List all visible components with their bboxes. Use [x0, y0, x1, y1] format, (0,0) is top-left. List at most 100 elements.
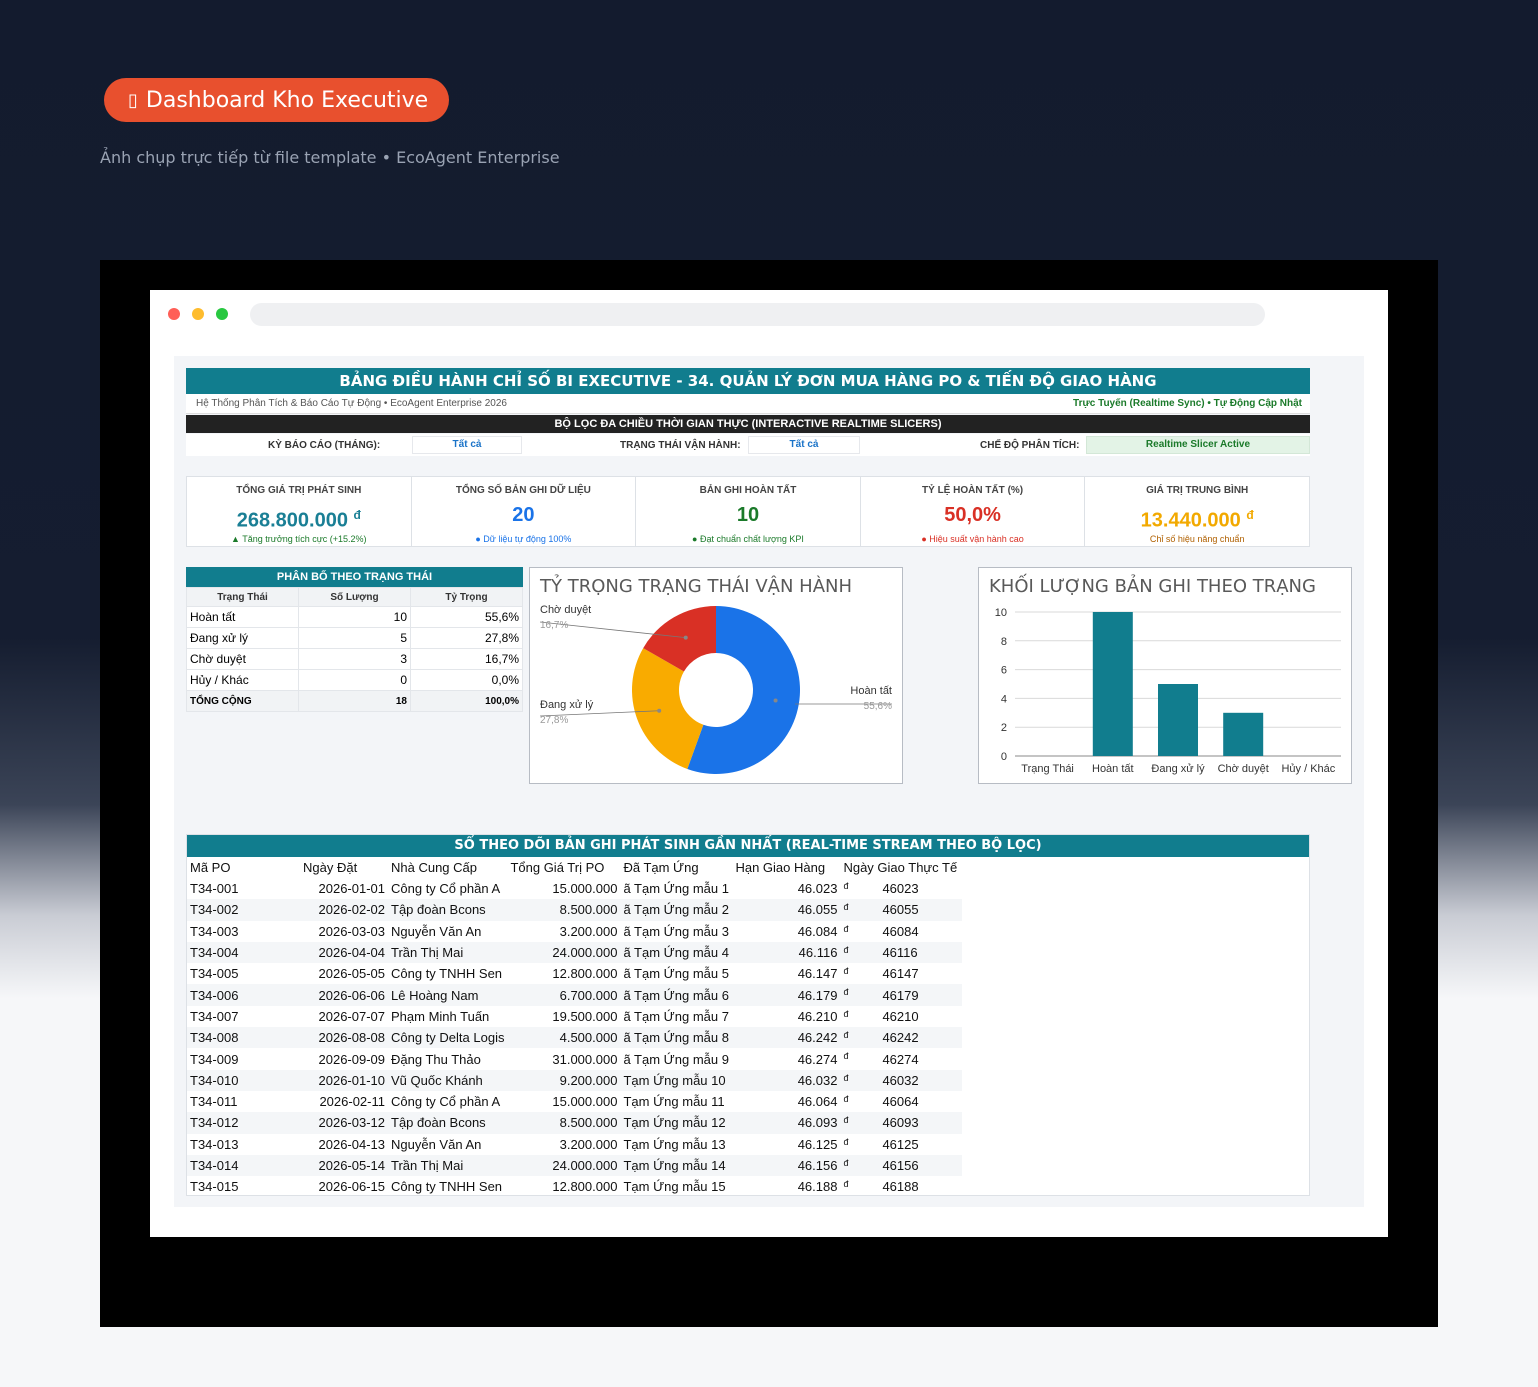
order-date-cell: 2026-04-13 [318, 1136, 386, 1152]
po-code-cell: T34-009 [190, 1051, 239, 1067]
po-value-cell: 15.000.000 [552, 881, 618, 897]
advance-cell: ã Tạm Ứng mẫu 3 [623, 923, 729, 939]
table-row[interactable]: T34-013 2026-04-13 Nguyễn Văn An 3.200.000 T… [187, 1134, 962, 1155]
kpi-card: GIÁ TRỊ TRUNG BÌNH 13.440.000 đ Chỉ số hiệ… [1085, 477, 1309, 546]
po-value-cell: 4.500.000 [507, 1027, 621, 1049]
kpi-value: 50,0% [861, 502, 1085, 528]
period-filter-select[interactable]: Tất cả [412, 436, 522, 454]
order-date-cell: 2026-05-14 [300, 1154, 388, 1177]
status-cell: Hủy / Khác [186, 669, 299, 691]
po-value-cell: 24.000.000 [507, 1154, 621, 1177]
mode-filter-select[interactable]: Realtime Slicer Active [1086, 436, 1310, 454]
table-row[interactable]: T34-002 2026-02-02 Tập đoàn Bcons 8.500.000… [187, 899, 963, 921]
due-date-cell: 46.210 [797, 1008, 838, 1024]
x-tick-label: Hủy / Khác [1281, 763, 1335, 775]
kpi-value-number: 20 [512, 504, 535, 526]
po-code-cell: T34-008 [187, 1027, 300, 1049]
po-code-cell: T34-002 [187, 899, 300, 921]
period-filter-label: KỲ BÁO CÁO (THÁNG): [268, 440, 381, 451]
currency-symbol-cell: đ [840, 1112, 853, 1134]
status-total-cell: TỔNG CỘNG [186, 690, 299, 712]
supplier-cell: Trần Thị Mai [388, 1154, 508, 1177]
supplier-cell: Công ty TNHH Sen [391, 966, 503, 982]
status-col-header: Trạng Thái [186, 587, 299, 607]
donut-slice-processing[interactable] [632, 648, 704, 769]
actual-delivery-cell: 46023 [882, 881, 919, 897]
donut-chart-panel: TỶ TRỌNG TRẠNG THÁI VẬN HÀNH Chờ duyệt 16… [529, 567, 903, 784]
maximize-dot-icon[interactable] [216, 308, 228, 320]
status-cell: 0 [298, 669, 411, 691]
bar-ch-duy-t[interactable] [1223, 712, 1264, 756]
table-row[interactable]: T34-011 2026-02-11 Công ty Cổ phần A 15.000… [187, 1091, 962, 1112]
currency-symbol-cell: đ [843, 1008, 849, 1019]
due-date-cell: 46.023 [797, 881, 838, 897]
table-row[interactable]: T34-012 2026-03-12 Tập đoàn Bcons 8.500.000… [187, 1112, 963, 1134]
kpi-note: ▲ Tăng trưởng tích cực (+15.2%) [231, 534, 367, 544]
kpi-value: 13.440.000 đ [1085, 502, 1309, 532]
advance-cell: ã Tạm Ứng mẫu 6 [620, 984, 733, 1006]
log-col-header: Nhà Cung Cấp [391, 860, 477, 875]
bar--ang-x-l-[interactable] [1158, 684, 1198, 756]
po-value-cell: 3.200.000 [559, 923, 618, 939]
x-tick-label: Đang xử lý [1151, 763, 1205, 775]
status-row: Đang xử lý 5 27,8% [186, 627, 523, 649]
po-value-cell: 9.200.000 [507, 1069, 621, 1091]
due-date-cell: 46.064 [797, 1094, 838, 1110]
status-row: Hoàn tất 10 55,6% [186, 606, 523, 628]
x-tick-label: Hoàn tất [1092, 763, 1134, 775]
page-subtitle: Ảnh chụp trực tiếp từ file template • Ec… [100, 148, 560, 167]
currency-symbol-cell: đ [840, 984, 853, 1006]
bar-ho-n-t-t[interactable] [1092, 612, 1133, 756]
y-tick-label: 8 [1001, 636, 1007, 648]
status-filter-select[interactable]: Tất cả [748, 436, 860, 454]
leader-line-pending [539, 621, 686, 639]
minimize-dot-icon[interactable] [192, 308, 204, 320]
table-row[interactable]: T34-007 2026-07-07 Phạm Minh Tuấn 19.500.00… [187, 1006, 962, 1027]
table-row[interactable]: T34-014 2026-05-14 Trần Thị Mai 24.000.000 T… [187, 1154, 963, 1177]
currency-symbol-cell: đ [840, 941, 853, 964]
actual-delivery-cell: 46274 [882, 1051, 919, 1067]
status-filter-label: TRẠNG THÁI VẬN HÀNH: [620, 440, 741, 451]
actual-delivery-cell: 46032 [852, 1069, 963, 1091]
filter-row: KỲ BÁO CÁO (THÁNG): Tất cả TRẠNG THÁI VẬ… [186, 434, 1310, 456]
status-cell: 0,0% [410, 669, 523, 691]
due-date-cell: 46.032 [732, 1069, 841, 1091]
kpi-value: 20 [412, 502, 636, 528]
table-row[interactable]: T34-010 2026-01-10 Vũ Quốc Khánh 9.200.000 T… [187, 1069, 963, 1091]
status-cell: 5 [298, 627, 411, 649]
donut-slice-complete[interactable] [687, 606, 800, 774]
address-bar[interactable] [250, 303, 1265, 326]
log-col-header: Ngày Giao Thực Tế [843, 860, 958, 875]
close-dot-icon[interactable] [168, 308, 180, 320]
currency-symbol-cell: đ [843, 1136, 849, 1147]
actual-delivery-cell: 46188 [882, 1179, 919, 1195]
table-row[interactable]: T34-005 2026-05-05 Công ty TNHH Sen 12.800.… [187, 963, 962, 984]
table-row[interactable]: T34-001 2026-01-01 Công ty Cổ phần A 15.000… [187, 878, 962, 899]
kpi-value-unit: đ [1246, 508, 1254, 522]
advance-cell: Tạm Ứng mẫu 10 [620, 1069, 733, 1091]
table-row[interactable]: T34-003 2026-03-03 Nguyễn Văn An 3.200.000 ã… [187, 921, 962, 942]
kpi-title: BẢN GHI HOÀN TẤT [699, 485, 797, 496]
kpi-title: GIÁ TRỊ TRUNG BÌNH [1146, 485, 1249, 496]
dashboard-badge[interactable]: ▯ Dashboard Kho Executive [104, 78, 449, 122]
table-row[interactable]: T34-008 2026-08-08 Công ty Delta Logis 4.50… [187, 1027, 963, 1049]
document-icon: ▯ [128, 89, 138, 111]
log-col-header: Hạn Giao Hàng [735, 860, 826, 875]
table-row[interactable]: T34-015 2026-06-15 Công ty TNHH Sen 12.800.… [187, 1176, 962, 1197]
status-cell: 3 [298, 648, 411, 670]
donut-label-processing: Đang xử lý 27,8% [540, 699, 594, 726]
filter-header: BỘ LỌC ĐA CHIỀU THỜI GIAN THỰC (INTERACT… [186, 415, 1310, 433]
kpi-card: BẢN GHI HOÀN TẤT 10 ● Đạt chuẩn chất lượng… [636, 477, 861, 546]
order-date-cell: 2026-08-08 [300, 1027, 388, 1049]
due-date-cell: 46.084 [797, 923, 838, 939]
currency-symbol-cell: đ [840, 1154, 853, 1177]
order-date-cell: 2026-03-03 [318, 923, 386, 939]
donut-slice-pending[interactable] [643, 606, 716, 672]
actual-delivery-cell: 46156 [852, 1154, 963, 1177]
table-row[interactable]: T34-006 2026-06-06 Lê Hoàng Nam 6.700.000 ã … [187, 984, 963, 1006]
table-row[interactable]: T34-004 2026-04-04 Trần Thị Mai 24.000.000 ã… [187, 941, 963, 964]
currency-symbol-cell: đ [840, 1027, 853, 1049]
order-date-cell: 2026-06-15 [318, 1179, 386, 1195]
table-row[interactable]: T34-009 2026-09-09 Đặng Thu Thảo 31.000.000… [187, 1048, 962, 1069]
po-code-cell: T34-014 [187, 1154, 300, 1177]
